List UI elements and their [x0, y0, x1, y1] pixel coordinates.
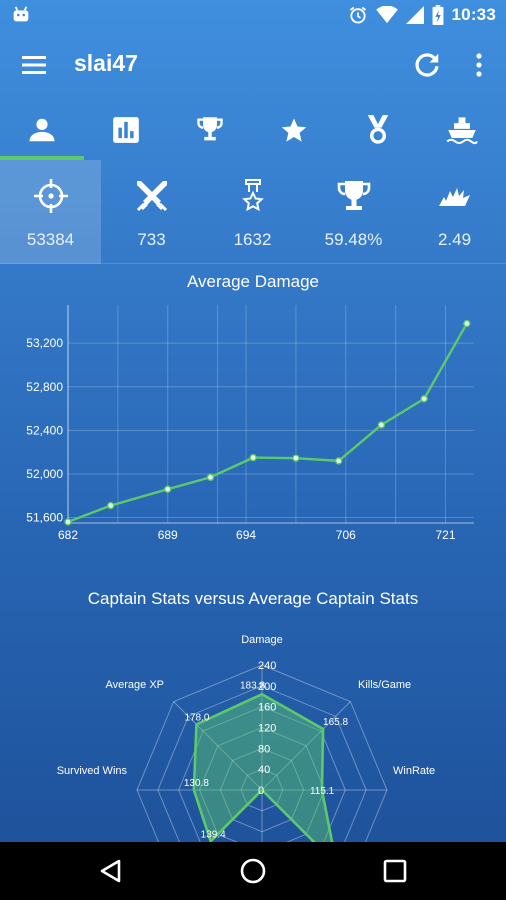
award-icon [241, 179, 264, 212]
stat-kills-per-game[interactable]: 2.49 [404, 160, 505, 264]
x-tick-label: 721 [435, 528, 455, 542]
tab-statistics[interactable] [84, 100, 168, 160]
more-vert-icon[interactable] [468, 50, 490, 80]
value-label: 115.1 [310, 786, 335, 797]
y-tick-label: 53,200 [26, 336, 63, 350]
value-label: 139.4 [201, 829, 226, 840]
data-point [249, 453, 257, 462]
stat-wins[interactable]: 1632 [202, 160, 303, 264]
x-tick-label: 689 [158, 528, 178, 542]
android-icon [13, 6, 29, 22]
recents-icon[interactable] [380, 856, 410, 886]
radar-axis-label: WinRate [393, 765, 435, 777]
radar-spoke [261, 701, 351, 791]
radial-tick-label: 160 [258, 702, 276, 714]
radar-axis-label: Survived Wins [57, 765, 128, 777]
radar-spoke [173, 701, 263, 791]
wifi-icon [375, 6, 398, 24]
trophy-icon [337, 181, 370, 210]
star-icon [281, 118, 307, 142]
radar-ring [198, 726, 326, 842]
radar-series [192, 692, 334, 842]
radar-chart-title: Captain Stats versus Average Captain Sta… [87, 589, 419, 608]
y-tick-label: 52,000 [26, 467, 63, 481]
navigation-bar [0, 842, 506, 900]
average-damage-chart: 51,600 52,000 52,400 52,800 53,200 682 689 694 7… [26, 305, 474, 542]
stats-row: 53384 733 1632 [0, 160, 506, 264]
value-label: 183.8 [240, 680, 265, 691]
data-point [164, 485, 172, 493]
data-point [420, 395, 428, 403]
radar-axis-label: Damage [241, 634, 283, 646]
refresh-icon[interactable] [412, 50, 442, 80]
radial-tick-label: 200 [258, 681, 276, 693]
alarm-icon [349, 6, 366, 24]
stat-value: 53384 [26, 230, 75, 249]
ship-icon [446, 117, 478, 145]
data-point [107, 501, 115, 510]
explosion-icon [438, 188, 470, 206]
value-label: 178.0 [184, 712, 209, 723]
series-line [67, 322, 468, 524]
radial-tick-label: 80 [258, 743, 270, 755]
stat-value: 733 [137, 230, 166, 249]
app-title: slai47 [74, 50, 138, 76]
radial-tick-label: 120 [258, 723, 276, 735]
bar-chart-icon [113, 117, 139, 143]
radar-ring [240, 768, 284, 812]
value-label: 130.8 [184, 778, 209, 789]
crossed-swords-icon [136, 181, 167, 212]
radar-axis-label: Average XP [105, 679, 164, 691]
crosshair-icon [33, 179, 68, 213]
app-bar: slai47 [0, 30, 506, 100]
captain-stats-radar-chart: 04080120160200240183.8165.8115.1202.1139… [57, 634, 435, 842]
radar-axis-label: Kills/Game [358, 679, 411, 691]
signal-icon [405, 6, 424, 24]
stat-value: 59.48% [324, 230, 383, 249]
person-icon [29, 118, 55, 142]
tab-bar [0, 100, 506, 160]
x-tick-label: 706 [336, 528, 356, 542]
status-time: 10:33 [451, 5, 496, 24]
y-tick-label: 52,400 [26, 423, 63, 437]
radial-tick-label: 0 [258, 785, 264, 797]
medal-icon [367, 115, 389, 144]
x-tick-label: 682 [58, 528, 78, 542]
tab-medals[interactable] [336, 100, 420, 160]
stat-battles[interactable]: 733 [101, 160, 202, 264]
stat-win-rate[interactable]: 59.48% [303, 160, 404, 264]
back-icon[interactable] [96, 856, 126, 886]
status-bar: 10:33 [0, 0, 506, 30]
data-point [377, 421, 386, 429]
radar-ring [219, 747, 305, 833]
x-tick-label: 694 [236, 528, 256, 542]
tab-favorites[interactable] [252, 100, 336, 160]
data-point [334, 457, 343, 465]
data-point [463, 319, 471, 328]
tab-profile[interactable] [0, 100, 84, 160]
radar-ring [136, 664, 388, 842]
radial-tick-label: 40 [258, 764, 270, 776]
data-point [292, 454, 300, 462]
data-point [206, 473, 215, 481]
menu-icon[interactable] [20, 52, 48, 78]
battery-icon [432, 5, 443, 25]
tab-ships[interactable] [420, 100, 504, 160]
home-icon[interactable] [238, 856, 268, 886]
value-label: 165.8 [323, 717, 348, 728]
radar-ring [157, 685, 367, 842]
tab-indicator [0, 156, 84, 160]
y-tick-label: 52,800 [26, 380, 63, 394]
y-tick-label: 51,600 [26, 511, 63, 525]
line-chart-title: Average Damage [187, 272, 319, 291]
stat-value: 2.49 [437, 230, 472, 249]
stat-average-damage[interactable]: 53384 [0, 160, 101, 264]
data-point [64, 518, 72, 526]
radial-tick-label: 240 [258, 660, 276, 672]
trophy-icon [197, 117, 223, 141]
stat-value: 1632 [233, 230, 272, 249]
tab-trophies[interactable] [168, 100, 252, 160]
